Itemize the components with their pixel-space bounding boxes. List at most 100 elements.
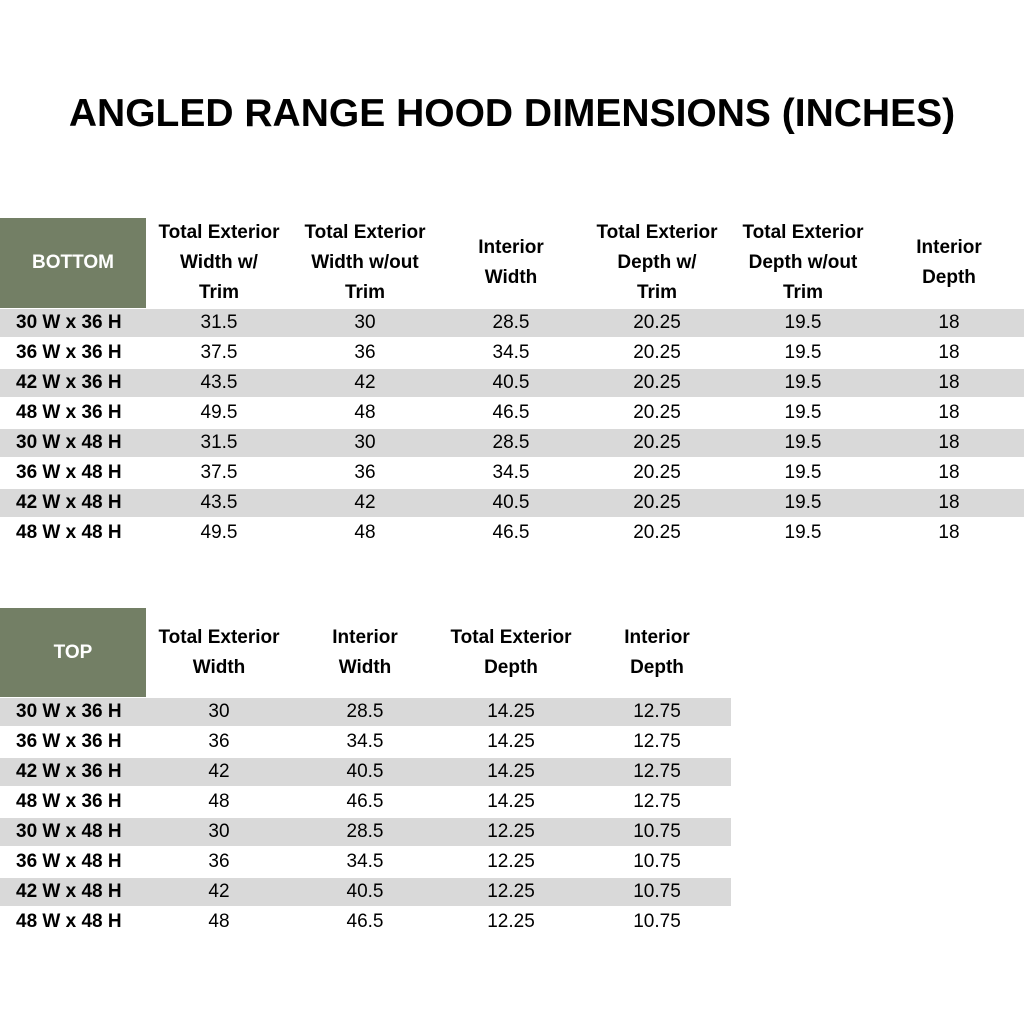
table-cell: 36 [354, 462, 376, 483]
table-cell: 46.5 [492, 402, 530, 423]
table-cell: 14.25 [487, 791, 535, 812]
row-label: 42 W x 36 H [16, 761, 122, 782]
header-line: Total Exterior [158, 626, 280, 648]
row-stripe [0, 369, 1024, 397]
header-line: Width [484, 267, 538, 288]
table-cell: 46.5 [346, 791, 384, 812]
table-cell: 19.5 [784, 372, 822, 393]
header-line: Width w/out [311, 252, 419, 273]
header-line: Depth w/out [748, 252, 858, 273]
table-cell: 30 [208, 701, 230, 722]
column-header: Interior Width [292, 608, 438, 697]
page-title: ANGLED RANGE HOOD DIMENSIONS (INCHES) [68, 92, 956, 135]
table-cell: 30 [208, 821, 230, 842]
column-header: Total Exterior Width w/out Trim [292, 218, 438, 308]
table-cell: 20.25 [633, 522, 681, 543]
row-label: 30 W x 48 H [16, 432, 122, 453]
table-cell: 30 [354, 432, 376, 453]
table-cell: 12.25 [487, 881, 535, 902]
column-header: Total Exterior Width w/Trim [146, 218, 292, 308]
table-cell: 28.5 [346, 821, 384, 842]
header-line: Total Exterior [742, 222, 864, 243]
row-label: 42 W x 36 H [16, 372, 122, 393]
header-line: Depth [484, 656, 538, 678]
header-line: Interior [332, 626, 398, 648]
table-cell: 12.75 [633, 791, 681, 812]
header-line: Trim [198, 282, 240, 303]
table-cell: 28.5 [492, 312, 530, 333]
table-cell: 28.5 [346, 701, 384, 722]
header-line: Trim [636, 282, 678, 303]
row-label: 48 W x 48 H [16, 522, 122, 543]
table-cell: 19.5 [784, 432, 822, 453]
header-line: Total Exterior [596, 222, 718, 243]
row-label: 48 W x 36 H [16, 791, 122, 812]
header-line: Total Exterior [304, 222, 426, 243]
row-stripe [0, 698, 731, 726]
table-cell: 10.75 [633, 911, 681, 932]
header-line: Width [192, 656, 246, 678]
table-cell: 28.5 [492, 432, 530, 453]
table-cell: 19.5 [784, 492, 822, 513]
table-cell: 12.25 [487, 821, 535, 842]
table-cell: 34.5 [346, 851, 384, 872]
table-cell: 49.5 [200, 402, 238, 423]
table-cell: 20.25 [633, 492, 681, 513]
table-cell: 43.5 [200, 492, 238, 513]
table-cell: 18 [938, 492, 960, 513]
header-line: Interior [916, 237, 982, 258]
header-line: Depth [630, 656, 684, 678]
table-cell: 14.25 [487, 731, 535, 752]
table-cell: 12.25 [487, 911, 535, 932]
table-cell: 18 [938, 462, 960, 483]
table-cell: 10.75 [633, 881, 681, 902]
column-header: Interior Width [438, 218, 584, 308]
table-cell: 10.75 [633, 821, 681, 842]
header-line: Total Exterior [158, 222, 280, 243]
table-cell: 20.25 [633, 312, 681, 333]
header-line: Interior [624, 626, 690, 648]
row-label: 48 W x 36 H [16, 402, 122, 423]
table-cell: 10.75 [633, 851, 681, 872]
table-cell: 19.5 [784, 522, 822, 543]
header-line: Depth [922, 267, 976, 288]
table-cell: 40.5 [346, 761, 384, 782]
row-stripe [0, 429, 1024, 457]
table-cell: 42 [208, 881, 230, 902]
table-cell: 19.5 [784, 402, 822, 423]
table-cell: 19.5 [784, 312, 822, 333]
row-label: 30 W x 48 H [16, 821, 122, 842]
row-label: 36 W x 48 H [16, 851, 122, 872]
table-cell: 48 [208, 911, 230, 932]
table-cell: 18 [938, 372, 960, 393]
table-cell: 20.25 [633, 342, 681, 363]
row-label: 48 W x 48 H [16, 911, 122, 932]
row-label: 30 W x 36 H [16, 312, 122, 333]
column-header: Total Exterior Depth w/out Trim [730, 218, 876, 308]
table-cell: 31.5 [200, 432, 238, 453]
table-cell: 14.25 [487, 761, 535, 782]
table-cell: 31.5 [200, 312, 238, 333]
table-cell: 12.75 [633, 761, 681, 782]
row-label: 36 W x 36 H [16, 731, 122, 752]
table-cell: 30 [354, 312, 376, 333]
row-label: 30 W x 36 H [16, 701, 122, 722]
table-cell: 40.5 [346, 881, 384, 902]
table-cell: 48 [208, 791, 230, 812]
table-cell: 14.25 [487, 701, 535, 722]
table-cell: 46.5 [492, 522, 530, 543]
table-cell: 34.5 [492, 462, 530, 483]
table-cell: 18 [938, 342, 960, 363]
table-cell: 18 [938, 402, 960, 423]
table-cell: 42 [354, 372, 376, 393]
table-cell: 43.5 [200, 372, 238, 393]
table-cell: 19.5 [784, 342, 822, 363]
table-cell: 48 [354, 402, 376, 423]
row-label: 36 W x 36 H [16, 342, 122, 363]
row-stripe [0, 878, 731, 906]
column-header: Total Exterior Depth [438, 608, 584, 697]
table-cell: 40.5 [492, 372, 530, 393]
table-cell: 12.75 [633, 701, 681, 722]
row-stripe [0, 758, 731, 786]
row-stripe [0, 818, 731, 846]
